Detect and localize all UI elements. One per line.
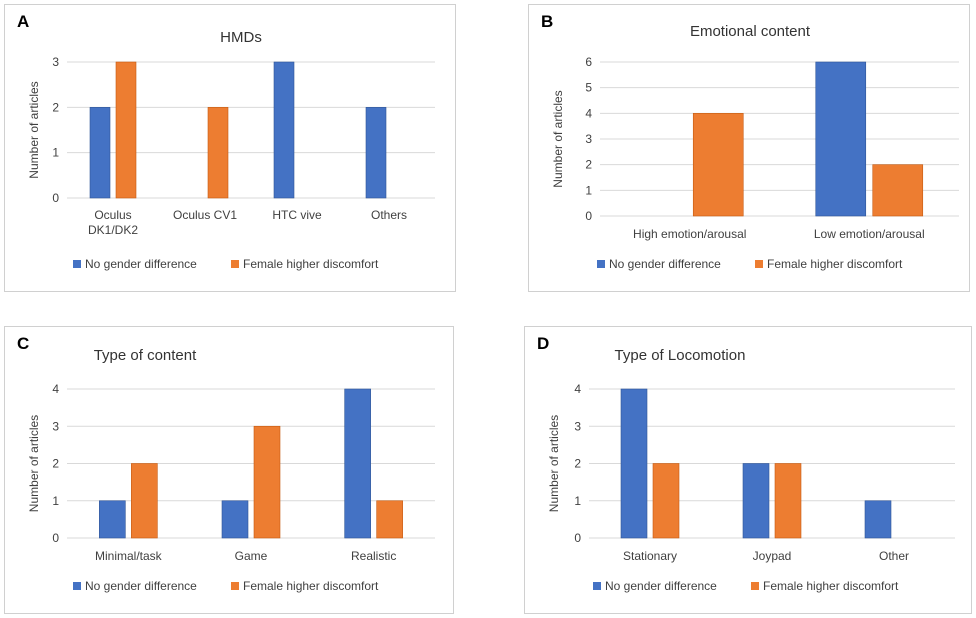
y-tick-label-d-2: 2 (574, 457, 581, 471)
legend-label-c-no-diff: No gender difference (85, 579, 197, 593)
legend-swatch-c-no-diff (73, 582, 81, 590)
y-tick-label-c-3: 3 (52, 419, 59, 433)
panel-label-b: B (541, 12, 553, 31)
y-axis-label-b: Number of articles (551, 90, 565, 187)
bar-a-no-diff-2 (273, 61, 295, 199)
bar-a-no-diff-0 (89, 107, 111, 199)
chart-title-a: HMDs (220, 29, 262, 46)
y-axis-label-c: Number of articles (27, 415, 41, 512)
x-tick-label-d-0: Stationary (623, 549, 677, 563)
panel-label-a: A (17, 12, 29, 31)
x-tick-label-c-1: Game (235, 549, 268, 563)
panel-label-d: D (537, 334, 549, 353)
chart-panel-b: B Emotional content 0 1 2 3 4 5 6 Number of artic… (528, 4, 970, 292)
y-tick-label-b-1: 1 (585, 183, 592, 197)
y-tick-label-d-4: 4 (574, 382, 581, 396)
y-tick-label-b-4: 4 (585, 106, 592, 120)
legend-swatch-d-female (751, 582, 759, 590)
y-axis-label-d: Number of articles (547, 415, 561, 512)
legend-label-a-female: Female higher discomfort (243, 257, 379, 271)
chart-title-b: Emotional content (690, 23, 811, 40)
x-tick-label-d-1: Joypad (753, 549, 792, 563)
chart-panel-d: D Type of Locomotion 0 1 2 3 4 Number of articl… (524, 326, 972, 614)
y-tick-label-d-1: 1 (574, 494, 581, 508)
y-axis-label-a: Number of articles (27, 81, 41, 178)
bar-c-female-1 (253, 425, 281, 539)
bar-b-female-1 (872, 164, 924, 217)
bar-c-no-diff-2 (344, 388, 371, 539)
x-tick-label-a-0-0: Oculus (94, 208, 131, 222)
y-tick-label-a-0: 0 (52, 191, 59, 205)
y-tick-label-a-1: 1 (52, 146, 59, 160)
chart-panel-a: A HMDs 0 1 2 3 Number of articles Oculus DK1/DK2… (4, 4, 456, 292)
x-tick-label-c-2: Realistic (351, 549, 396, 563)
bar-d-no-diff-1 (742, 463, 770, 539)
x-tick-label-d-2: Other (879, 549, 909, 563)
bar-d-no-diff-0 (620, 388, 648, 539)
legend-swatch-a-female (231, 260, 239, 268)
legend-label-d-no-diff: No gender difference (605, 579, 717, 593)
bar-b-female-0 (692, 113, 744, 217)
bar-c-no-diff-1 (221, 500, 249, 539)
chart-svg-d: D Type of Locomotion 0 1 2 3 4 Number of articl… (537, 334, 955, 593)
x-tick-label-b-0: High emotion/arousal (633, 227, 746, 241)
y-tick-label-d-3: 3 (574, 419, 581, 433)
chart-svg-c: C Type of content 0 1 2 3 4 Number of articles M… (17, 334, 435, 593)
legend-swatch-c-female (231, 582, 239, 590)
legend-label-b-female: Female higher discomfort (767, 257, 903, 271)
y-tick-label-c-4: 4 (52, 382, 59, 396)
chart-title-d: Type of Locomotion (615, 347, 746, 364)
legend-swatch-b-female (755, 260, 763, 268)
bar-d-female-0 (652, 463, 680, 539)
panel-label-c: C (17, 334, 29, 353)
bar-c-no-diff-0 (99, 500, 126, 539)
chart-svg-b: B Emotional content 0 1 2 3 4 5 6 Number of artic… (541, 12, 959, 271)
bar-a-female-0 (115, 61, 137, 199)
bar-c-female-0 (131, 463, 158, 539)
y-tick-label-c-2: 2 (52, 457, 59, 471)
bar-a-no-diff-3 (365, 107, 387, 199)
legend-swatch-d-no-diff (593, 582, 601, 590)
legend-label-a-no-diff: No gender difference (85, 257, 197, 271)
x-tick-label-b-1: Low emotion/arousal (814, 227, 925, 241)
x-tick-label-c-0: Minimal/task (95, 549, 163, 563)
legend-label-d-female: Female higher discomfort (763, 579, 899, 593)
chart-panel-c: C Type of content 0 1 2 3 4 Number of articles M… (4, 326, 454, 614)
bar-d-no-diff-2 (864, 500, 892, 539)
x-tick-label-a-1: Oculus CV1 (173, 208, 237, 222)
x-tick-label-a-2: HTC vive (272, 208, 322, 222)
bar-a-female-1 (207, 107, 229, 199)
y-tick-label-b-3: 3 (585, 132, 592, 146)
bar-b-no-diff-1 (815, 61, 867, 217)
y-tick-label-b-5: 5 (585, 81, 592, 95)
legend-swatch-b-no-diff (597, 260, 605, 268)
x-tick-label-a-0-1: DK1/DK2 (88, 223, 138, 237)
y-tick-label-c-0: 0 (52, 531, 59, 545)
y-tick-label-b-6: 6 (585, 55, 592, 69)
bar-d-female-1 (774, 463, 802, 539)
y-tick-label-b-0: 0 (585, 209, 592, 223)
y-tick-label-c-1: 1 (52, 494, 59, 508)
chart-title-c: Type of content (94, 347, 197, 364)
legend-label-b-no-diff: No gender difference (609, 257, 721, 271)
y-tick-label-d-0: 0 (574, 531, 581, 545)
y-tick-label-a-2: 2 (52, 100, 59, 114)
x-tick-label-a-3: Others (371, 208, 407, 222)
legend-swatch-a-no-diff (73, 260, 81, 268)
legend-label-c-female: Female higher discomfort (243, 579, 379, 593)
bar-c-female-2 (376, 500, 403, 539)
y-tick-label-b-2: 2 (585, 158, 592, 172)
y-tick-label-a-3: 3 (52, 55, 59, 69)
chart-svg-a: A HMDs 0 1 2 3 Number of articles OculusDK1/DK2… (17, 12, 435, 271)
